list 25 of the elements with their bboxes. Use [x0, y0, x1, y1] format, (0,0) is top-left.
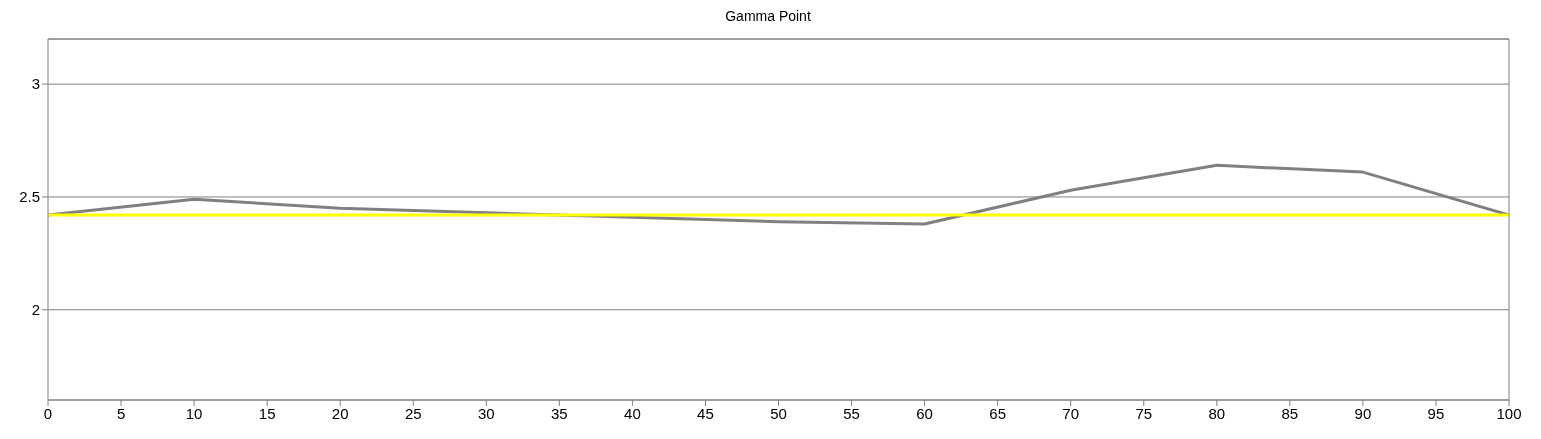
- x-tick-label: 15: [258, 404, 276, 422]
- x-tick-label: 40: [624, 404, 641, 422]
- x-tick-label: 80: [1208, 404, 1226, 422]
- x-tick-label: 45: [697, 404, 714, 422]
- x-tick-label: 100: [1496, 404, 1522, 422]
- x-tick-label: 30: [477, 404, 495, 422]
- x-tick-label: 65: [989, 404, 1006, 422]
- x-tick-label: 95: [1427, 404, 1445, 422]
- y-tick-label: 3: [31, 75, 40, 93]
- x-tick-label: 60: [916, 404, 933, 422]
- x-tick-label: 50: [770, 404, 787, 422]
- x-tick-label: 55: [843, 404, 860, 422]
- x-tick-label: 5: [116, 404, 126, 422]
- x-tick-label: 75: [1135, 404, 1153, 422]
- x-tick-label: 10: [185, 404, 203, 422]
- x-tick-label: 70: [1062, 404, 1080, 422]
- y-tick-label: 2.5: [19, 188, 40, 206]
- chart-title: Gamma Point: [724, 8, 812, 26]
- x-tick-label: 0: [43, 404, 53, 422]
- x-tick-label: 35: [551, 404, 568, 422]
- x-tick-label: 85: [1281, 404, 1299, 422]
- y-tick-label: 2: [31, 301, 40, 319]
- x-tick-label: 90: [1354, 404, 1372, 422]
- x-tick-label: 20: [331, 404, 349, 422]
- x-tick-label: 25: [404, 404, 422, 422]
